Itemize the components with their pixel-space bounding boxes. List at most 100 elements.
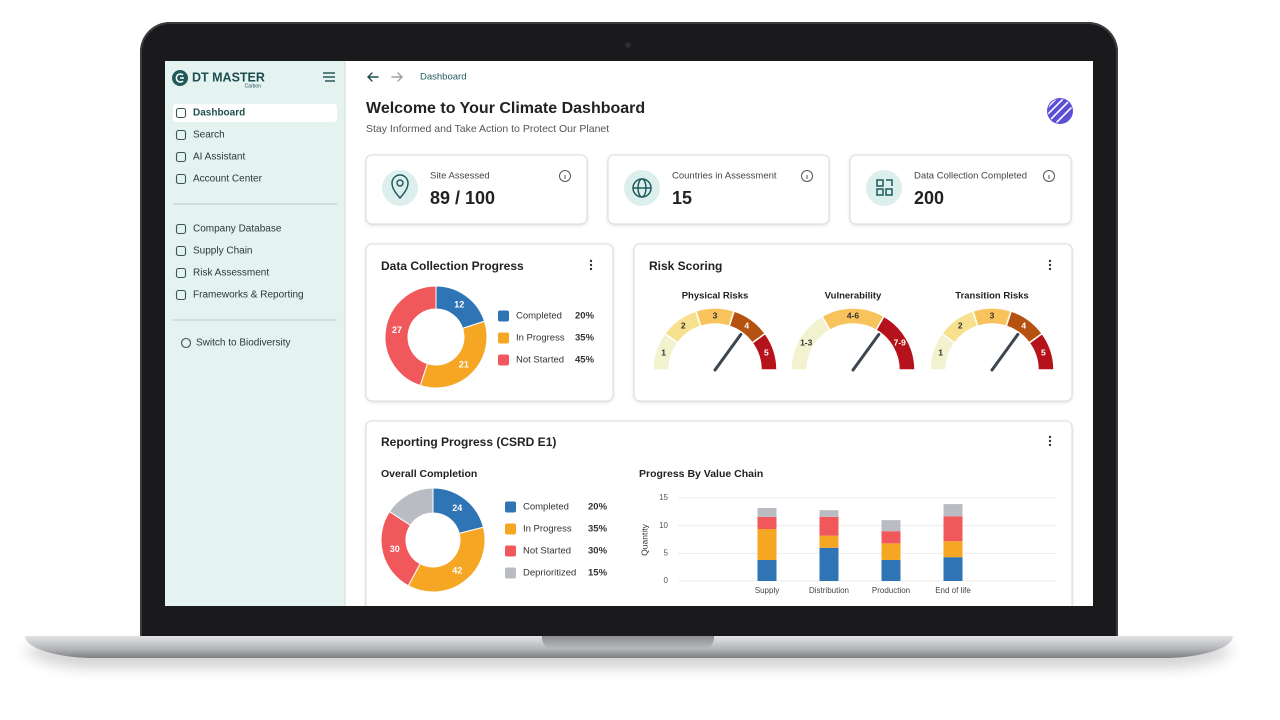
- more-menu[interactable]: [1048, 439, 1052, 443]
- gauge-band-label: 7-9: [894, 337, 907, 347]
- gauge-band-label: 4-6: [847, 310, 860, 320]
- legend-swatch: [498, 310, 509, 322]
- legend-share: 20%: [588, 502, 608, 513]
- gauge-band-label: 5: [764, 348, 769, 358]
- stat-value: 89 / 100: [430, 188, 495, 208]
- legend-label: Completed: [516, 311, 562, 322]
- gauge-band-label: 2: [958, 321, 963, 331]
- legend-swatch: [505, 501, 516, 513]
- gauge-band: [1028, 332, 1055, 371]
- legend-label: Deprioritized: [523, 568, 576, 579]
- donut-value-label: 27: [392, 325, 402, 335]
- nav-item[interactable]: Account Center: [193, 174, 263, 185]
- gauge-needle: [713, 332, 743, 372]
- legend-label: In Progress: [523, 524, 572, 535]
- nav-active-bg: [173, 104, 337, 122]
- legend-swatch: [505, 545, 516, 557]
- more-menu[interactable]: [1048, 443, 1052, 447]
- section-title: Overall Completion: [381, 468, 477, 480]
- nav-item[interactable]: Risk Assessment: [193, 268, 269, 279]
- info-icon[interactable]: [801, 170, 813, 182]
- donut-value-label: 42: [452, 566, 462, 576]
- nav-icon: [175, 245, 187, 257]
- more-menu[interactable]: [1048, 263, 1052, 267]
- stat-label: Site Assessed: [430, 171, 490, 182]
- gauge-needle: [990, 332, 1020, 372]
- more-menu[interactable]: [1048, 267, 1052, 271]
- legend-share: 35%: [575, 333, 595, 344]
- y-tick-label: 10: [659, 521, 668, 530]
- more-menu[interactable]: [1048, 435, 1052, 439]
- donut-value-label: 21: [459, 359, 469, 369]
- nav-forward[interactable]: [391, 72, 403, 82]
- page-title: Welcome to Your Climate Dashboard: [366, 100, 645, 117]
- breadcrumb[interactable]: Dashboard: [420, 72, 466, 83]
- gauge-band-label: 4: [1021, 321, 1026, 331]
- nav-item[interactable]: Dashboard: [193, 108, 245, 119]
- more-menu[interactable]: [589, 263, 593, 267]
- info-icon[interactable]: [559, 170, 571, 182]
- nav-item[interactable]: Company Database: [193, 224, 282, 235]
- nav-icon: [175, 267, 187, 279]
- stat-value: 200: [914, 188, 944, 208]
- y-tick-label: 0: [664, 576, 669, 585]
- gauge-band-label: 5: [1041, 348, 1046, 358]
- gauge-band-label: 1: [938, 348, 943, 358]
- nav-icon: [175, 173, 187, 185]
- avatar-pattern: [1048, 99, 1072, 123]
- nav-item[interactable]: Supply Chain: [193, 246, 252, 257]
- legend-swatch: [498, 332, 509, 344]
- card: [849, 154, 1072, 225]
- card: [365, 154, 588, 225]
- card-title: Data Collection Progress: [381, 259, 524, 273]
- nav-icon: [175, 129, 187, 141]
- switch-link[interactable]: Switch to Biodiversity: [196, 338, 290, 349]
- menu-toggle[interactable]: [323, 72, 335, 82]
- gauge-band-label: 4: [744, 321, 749, 331]
- gauge-title: Vulnerability: [825, 291, 882, 302]
- bar-segment: [881, 559, 901, 581]
- donut-value-label: 30: [390, 544, 400, 554]
- gauge-title: Transition Risks: [955, 291, 1028, 302]
- gauge-band: [874, 315, 916, 371]
- gauge-needle: [851, 332, 881, 372]
- nav-icon: [175, 107, 187, 119]
- gauge-band-label: 3: [713, 310, 718, 320]
- y-axis-label: Quantity: [639, 523, 649, 555]
- nav-item[interactable]: Frameworks & Reporting: [193, 290, 304, 301]
- donut-segment: [388, 487, 434, 526]
- gauge-band-label: 2: [681, 321, 686, 331]
- camera: [625, 42, 631, 48]
- donut-value-label: 24: [452, 503, 462, 513]
- card-title: Risk Scoring: [649, 259, 722, 273]
- stat-label: Data Collection Completed: [914, 171, 1027, 182]
- nav-back[interactable]: [367, 72, 379, 82]
- x-tick-label: End of life: [935, 586, 971, 595]
- stat-icon: [876, 179, 884, 187]
- bar-segment: [943, 541, 963, 558]
- x-tick-label: Supply: [755, 586, 779, 595]
- info-icon[interactable]: [1043, 170, 1055, 182]
- stat-icon: [396, 179, 404, 187]
- bar-segment: [819, 535, 839, 548]
- brand-logo-mark: [175, 73, 184, 83]
- nav-icon: [175, 289, 187, 301]
- bar-segment: [757, 528, 777, 560]
- more-menu[interactable]: [589, 259, 593, 263]
- gauge-band-label: 1: [661, 348, 666, 358]
- bar-segment: [819, 547, 839, 581]
- legend-label: Not Started: [516, 355, 564, 366]
- bar-segment: [757, 516, 777, 529]
- x-tick-label: Distribution: [809, 586, 849, 595]
- bar-segment: [943, 516, 963, 542]
- legend-share: 45%: [575, 355, 595, 366]
- nav-item[interactable]: AI Assistant: [193, 152, 245, 163]
- gauge-band: [751, 332, 778, 371]
- more-menu[interactable]: [589, 267, 593, 271]
- nav-item[interactable]: Search: [193, 130, 225, 141]
- more-menu[interactable]: [1048, 259, 1052, 263]
- stat-label: Countries in Assessment: [672, 171, 777, 182]
- nav-icon: [175, 151, 187, 163]
- brand-name: DT MASTER: [192, 70, 265, 84]
